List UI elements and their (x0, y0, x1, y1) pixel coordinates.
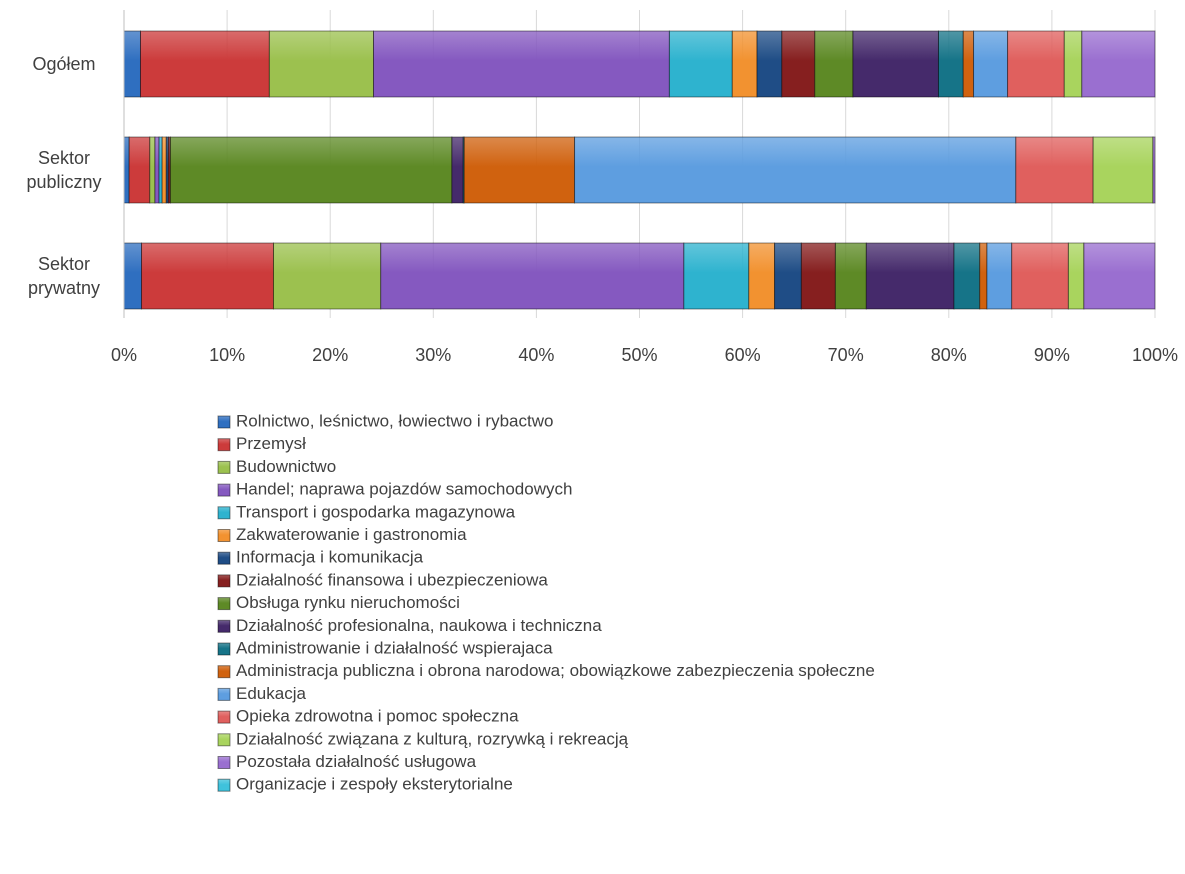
bar-segment (1152, 136, 1156, 204)
legend-swatch (217, 733, 231, 747)
x-tick-label: 50% (621, 345, 657, 365)
legend-swatch (217, 756, 231, 769)
x-tick-label: 90% (1034, 345, 1070, 365)
bar-segment (161, 136, 167, 204)
bar-segment (834, 242, 867, 310)
legend-swatch (217, 574, 231, 588)
x-tick-label: 0% (111, 345, 137, 365)
legend-label: Budownictwo (236, 457, 336, 476)
bar-segment (463, 136, 576, 204)
legend-label: Administracja publiczna i obrona narodow… (236, 661, 875, 680)
bar-segment (139, 30, 270, 98)
bar-segment (962, 30, 975, 98)
legend-label: Transport i gospodarka magazynowa (236, 502, 516, 521)
x-tick-label: 20% (312, 345, 348, 365)
bar-segment (574, 136, 1017, 204)
bar-segment (1081, 30, 1156, 98)
bar-segment (167, 136, 171, 204)
legend-swatch (217, 665, 231, 679)
legend-label: Działalność finansowa i ubezpieczeniowa (236, 570, 548, 589)
legend-swatch (217, 619, 231, 633)
legend-label: Rolnictwo, leśnictwo, łowiectwo i rybact… (236, 411, 553, 430)
bar-segment (731, 30, 758, 98)
legend-label: Administrowanie i działalność wspierajac… (236, 638, 553, 657)
bar-segment (373, 30, 670, 98)
legend-swatch (217, 438, 231, 452)
x-tick-label: 60% (725, 345, 761, 365)
legend-swatch (217, 778, 231, 792)
bar-segment (1015, 136, 1094, 204)
legend-label: Przemysł (236, 434, 306, 453)
x-tick-label: 10% (209, 345, 245, 365)
bar-segment (800, 242, 836, 310)
legend-label: Handel; naprawa pojazdów samochodowych (236, 480, 572, 499)
bar-segment (865, 242, 955, 310)
legend-label: Organizacje i zespoły eksterytorialne (236, 775, 513, 794)
y-tick-label: Sektor publiczny (26, 148, 102, 192)
bar-segment (128, 136, 151, 204)
bar-segment (141, 242, 274, 310)
bar-segment (123, 136, 130, 204)
x-tick-label: 100% (1132, 345, 1178, 365)
bar-segment (380, 242, 685, 310)
legend-label: Zakwaterowanie i gastronomia (236, 525, 467, 544)
legend-label: Działalność związana z kulturą, rozrywką… (236, 729, 629, 748)
legend-label: Edukacja (236, 684, 306, 703)
bar-segment (1063, 30, 1083, 98)
x-tick-label: 30% (415, 345, 451, 365)
legend-swatch (217, 415, 231, 429)
y-tick-label: Sektor prywatny (27, 254, 101, 298)
legend-label: Informacja i komunikacja (236, 548, 424, 567)
legend-label: Opieka zdrowotna i pomoc społeczna (236, 707, 519, 726)
bar-segment (781, 30, 816, 98)
y-tick-label: Ogółem (32, 54, 96, 74)
bar-segment (1007, 30, 1065, 98)
bar-segment (774, 242, 802, 310)
bar-segment (1092, 136, 1154, 204)
legend-swatch (217, 483, 231, 497)
bar-segment (973, 30, 1009, 98)
bar-segment (986, 242, 1013, 310)
bar-segment (123, 30, 141, 98)
bar-segment (451, 136, 464, 204)
bar-segment (149, 136, 156, 204)
legend-swatch (217, 460, 231, 474)
legend-swatch (217, 642, 231, 656)
bar-segment (683, 242, 750, 310)
x-tick-label: 40% (518, 345, 554, 365)
bar-segment (272, 242, 382, 310)
bar-segment (1083, 242, 1156, 310)
legend-swatch (217, 506, 231, 520)
legend-swatch (217, 687, 231, 701)
bar-segment (814, 30, 854, 98)
legend-label: Działalność profesionalna, naukowa i tec… (236, 616, 602, 635)
bar-segment (169, 136, 453, 204)
bar-segment (937, 30, 964, 98)
legend-swatch (217, 529, 231, 542)
legend-label: Obsługa rynku nieruchomości (236, 593, 460, 612)
bar-segment (748, 242, 776, 310)
bar-segment (756, 30, 783, 98)
x-tick-label: 70% (828, 345, 864, 365)
bar-segment (1011, 242, 1069, 310)
bar-segment (1067, 242, 1085, 310)
legend-swatch (217, 597, 231, 611)
bar-segment (852, 30, 939, 98)
bar-segment (668, 30, 733, 98)
legend-swatch (217, 710, 231, 724)
bar-segment (154, 136, 160, 204)
bar-segment (268, 30, 375, 98)
bar-segment (979, 242, 988, 310)
bar-segment (953, 242, 981, 310)
legend-swatch (217, 551, 231, 565)
x-tick-label: 80% (931, 345, 967, 365)
bar-segment (123, 242, 143, 310)
legend-label: Pozostała działalność usługowa (236, 752, 477, 771)
